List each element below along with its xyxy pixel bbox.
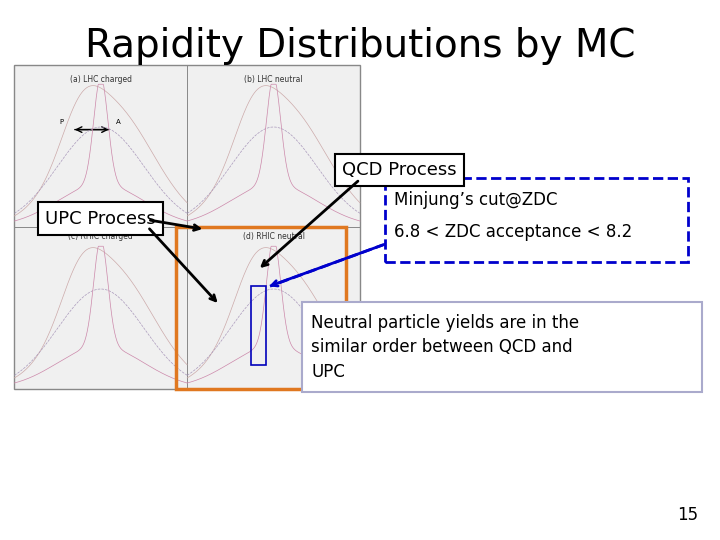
Text: (d) RHIC neutral: (d) RHIC neutral xyxy=(243,232,305,241)
Text: 15: 15 xyxy=(678,506,698,524)
FancyBboxPatch shape xyxy=(302,302,702,392)
Text: P: P xyxy=(59,119,63,125)
Text: QCD Process: QCD Process xyxy=(342,161,457,179)
Text: Rapidity Distributions by MC: Rapidity Distributions by MC xyxy=(85,27,635,65)
Text: 6.8 < ZDC acceptance < 8.2: 6.8 < ZDC acceptance < 8.2 xyxy=(394,223,632,241)
Text: (a) LHC charged: (a) LHC charged xyxy=(70,75,132,84)
Text: Minjung’s cut@ZDC: Minjung’s cut@ZDC xyxy=(394,191,557,209)
Text: Neutral particle yields are in the: Neutral particle yields are in the xyxy=(311,314,579,332)
FancyBboxPatch shape xyxy=(14,65,360,389)
Text: similar order between QCD and: similar order between QCD and xyxy=(311,338,572,356)
Text: (c) RHIC charged: (c) RHIC charged xyxy=(68,232,133,241)
Text: UPC Process: UPC Process xyxy=(45,210,156,228)
Text: A: A xyxy=(117,119,121,125)
Text: (b) LHC neutral: (b) LHC neutral xyxy=(244,75,303,84)
FancyBboxPatch shape xyxy=(385,178,688,262)
Text: UPC: UPC xyxy=(311,362,345,381)
